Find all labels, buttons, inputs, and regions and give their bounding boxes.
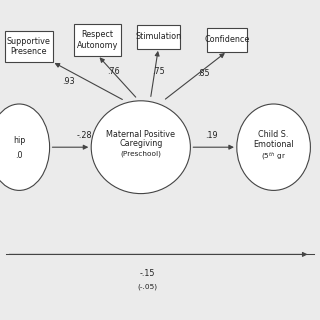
- Text: Stimulation: Stimulation: [135, 32, 181, 41]
- Text: (Preschool): (Preschool): [120, 151, 161, 157]
- Text: (5$^{th}$ gr: (5$^{th}$ gr: [261, 149, 286, 162]
- Text: Maternal Positive: Maternal Positive: [106, 130, 175, 139]
- Text: Confidence: Confidence: [204, 36, 250, 44]
- FancyBboxPatch shape: [74, 24, 121, 56]
- FancyBboxPatch shape: [207, 28, 247, 52]
- Text: -.15: -.15: [140, 269, 155, 278]
- Text: hip: hip: [13, 136, 25, 145]
- FancyBboxPatch shape: [137, 25, 180, 49]
- Text: .85: .85: [197, 69, 210, 78]
- Text: Autonomy: Autonomy: [77, 41, 118, 50]
- Text: .0: .0: [15, 151, 23, 160]
- Text: -.28: -.28: [77, 132, 92, 140]
- Text: .93: .93: [62, 77, 75, 86]
- Text: .76: .76: [107, 68, 120, 76]
- Ellipse shape: [0, 104, 50, 190]
- Text: .75: .75: [152, 68, 165, 76]
- Text: (-.05): (-.05): [137, 283, 157, 290]
- Text: Emotional: Emotional: [253, 140, 294, 149]
- Text: Child S.: Child S.: [259, 130, 289, 139]
- Ellipse shape: [237, 104, 310, 190]
- Text: Caregiving: Caregiving: [119, 140, 163, 148]
- FancyBboxPatch shape: [5, 30, 52, 62]
- Ellipse shape: [91, 101, 190, 194]
- Text: Presence: Presence: [11, 47, 47, 56]
- Text: .19: .19: [205, 132, 218, 140]
- Text: Supportive: Supportive: [7, 37, 51, 46]
- Text: Respect: Respect: [82, 30, 114, 39]
